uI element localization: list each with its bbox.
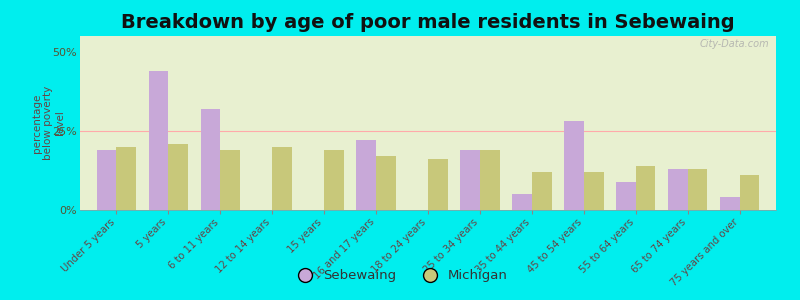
Bar (616, 182, 636, 210)
Bar (460, 150, 480, 210)
Bar (584, 172, 603, 210)
Text: City-Data.com: City-Data.com (699, 40, 769, 50)
Bar (324, 150, 344, 210)
Bar (428, 159, 448, 210)
Bar (116, 147, 136, 210)
Bar (688, 169, 707, 210)
Title: Breakdown by age of poor male residents in Sebewaing: Breakdown by age of poor male residents … (121, 13, 735, 32)
Bar (512, 194, 532, 210)
Legend: Sebewaing, Michigan: Sebewaing, Michigan (286, 264, 514, 287)
Bar (564, 122, 584, 210)
Bar (272, 147, 292, 210)
Bar (97, 150, 116, 210)
Bar (356, 140, 376, 210)
Bar (532, 172, 552, 210)
Bar (636, 166, 655, 210)
Bar (149, 71, 168, 210)
Bar (740, 175, 759, 210)
Bar (201, 109, 220, 210)
Bar (720, 197, 740, 210)
Bar (376, 156, 396, 210)
Bar (668, 169, 688, 210)
Bar (480, 150, 500, 210)
Y-axis label: percentage
below poverty
level: percentage below poverty level (32, 86, 65, 160)
Bar (220, 150, 240, 210)
Bar (168, 144, 188, 210)
